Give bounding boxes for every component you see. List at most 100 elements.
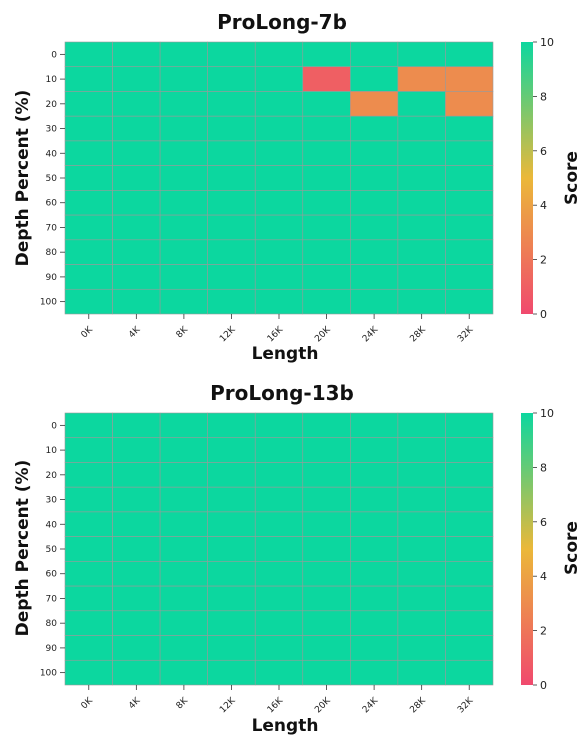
heatmap-cell xyxy=(64,462,113,488)
heatmap-cell xyxy=(445,140,494,166)
heatmap-cell xyxy=(445,610,494,636)
heatmap-cell xyxy=(397,486,446,513)
heatmap-cell xyxy=(397,214,446,241)
heatmap-cell xyxy=(207,41,256,68)
heatmap-cell xyxy=(207,437,256,463)
y-tick-label: 30 xyxy=(46,496,58,506)
heatmap-cell xyxy=(207,115,256,142)
heatmap-cell xyxy=(207,66,256,92)
heatmap-cell xyxy=(350,486,399,513)
colorbar-label: Score xyxy=(562,151,582,205)
heatmap-cell xyxy=(64,536,113,562)
heatmap-cell xyxy=(254,288,304,315)
heatmap-cells xyxy=(64,412,494,686)
heatmap-cell xyxy=(112,190,161,216)
heatmap-cell xyxy=(350,288,399,315)
heatmap-cell xyxy=(159,486,208,513)
heatmap-cell xyxy=(159,412,208,439)
heatmap-cell xyxy=(64,659,113,686)
heatmap-cell xyxy=(445,585,494,612)
heatmap-cell xyxy=(397,239,446,265)
heatmap-cell xyxy=(302,486,351,513)
heatmap-cell xyxy=(350,437,399,463)
heatmap-cell xyxy=(207,190,256,216)
heatmap-cell xyxy=(350,561,399,587)
heatmap-cell xyxy=(350,264,399,290)
colorbar-ticks: 0 2 4 6 8 10 xyxy=(533,36,554,321)
heatmap-cell xyxy=(445,635,494,661)
x-tick-label: 28K xyxy=(408,695,428,715)
heatmap-cell xyxy=(302,437,351,463)
y-tick-label: 40 xyxy=(46,149,58,159)
y-tick-label: 90 xyxy=(46,644,58,654)
x-tick-label: 24K xyxy=(361,695,381,715)
heatmap-cell xyxy=(64,165,113,191)
heatmap-cell xyxy=(254,190,304,216)
heatmap-cell xyxy=(207,511,256,537)
heatmap-cell xyxy=(254,536,304,562)
y-tick-labels: 0 10 20 30 40 50 60 70 80 90 100 xyxy=(40,50,65,308)
heatmap-cell xyxy=(302,412,351,439)
heatmap-cell xyxy=(397,190,446,216)
heatmap-cell xyxy=(397,635,446,661)
x-tick-labels: 0K 4K 8K 12K 16K 20K 24K 28K 32K xyxy=(80,314,476,344)
heatmap-cell xyxy=(207,536,256,562)
heatmap-cell xyxy=(397,462,446,488)
heatmap-cell xyxy=(350,66,399,92)
heatmap-cell xyxy=(159,264,208,290)
heatmap-cell xyxy=(254,140,304,166)
heatmap-cell xyxy=(64,41,113,68)
heatmap-cell xyxy=(207,165,256,191)
heatmap-cell xyxy=(254,511,304,537)
x-tick-label: 20K xyxy=(313,324,333,344)
heatmap-cell xyxy=(302,115,351,142)
heatmap-cell xyxy=(112,437,161,463)
heatmap-cell xyxy=(64,66,113,92)
heatmap-cell xyxy=(159,165,208,191)
heatmap-cell xyxy=(64,437,113,463)
y-tick-label: 50 xyxy=(46,174,58,184)
heatmap-cell xyxy=(445,486,494,513)
heatmap-cell xyxy=(350,585,399,612)
heatmap-cell xyxy=(207,412,256,439)
colorbar: 0 2 4 6 8 10 Score xyxy=(521,407,582,692)
heatmap-cell xyxy=(445,239,494,265)
heatmap-cell xyxy=(112,536,161,562)
heatmap-cell xyxy=(64,635,113,661)
heatmap-cell xyxy=(397,536,446,562)
heatmap-cell xyxy=(445,437,494,463)
heatmap-cell xyxy=(112,66,161,92)
heatmap-cell xyxy=(207,140,256,166)
colorbar-tick-label: 6 xyxy=(540,145,547,158)
colorbar-tick-label: 0 xyxy=(540,308,547,321)
colorbar-ticks: 0 2 4 6 8 10 xyxy=(533,407,554,692)
heatmap-cell xyxy=(445,91,494,117)
heatmap-cell xyxy=(254,214,304,241)
heatmap-cell xyxy=(64,610,113,636)
heatmap-cell xyxy=(302,264,351,290)
heatmap-cell xyxy=(254,115,304,142)
colorbar-gradient xyxy=(521,42,533,314)
heatmap-cell xyxy=(397,264,446,290)
y-tick-label: 20 xyxy=(46,100,58,110)
y-tick-label: 60 xyxy=(46,199,58,209)
heatmap-cell xyxy=(64,214,113,241)
heatmap-cell xyxy=(112,412,161,439)
heatmap-cell xyxy=(254,239,304,265)
y-tick-label: 60 xyxy=(46,570,58,580)
heatmap-cell xyxy=(350,91,399,117)
heatmap-cell xyxy=(350,659,399,686)
heatmap-cell xyxy=(207,91,256,117)
heatmap-cell xyxy=(159,437,208,463)
x-tick-label: 32K xyxy=(456,324,476,344)
heatmap-cell xyxy=(207,462,256,488)
heatmap-cell xyxy=(350,462,399,488)
heatmap-cell xyxy=(445,115,494,142)
heatmap-cell xyxy=(397,610,446,636)
heatmap-cell xyxy=(397,288,446,315)
heatmap-cell xyxy=(112,264,161,290)
heatmap-cell xyxy=(207,659,256,686)
x-tick-label: 12K xyxy=(218,695,238,715)
heatmap-cell xyxy=(254,486,304,513)
heatmap-cell xyxy=(159,190,208,216)
